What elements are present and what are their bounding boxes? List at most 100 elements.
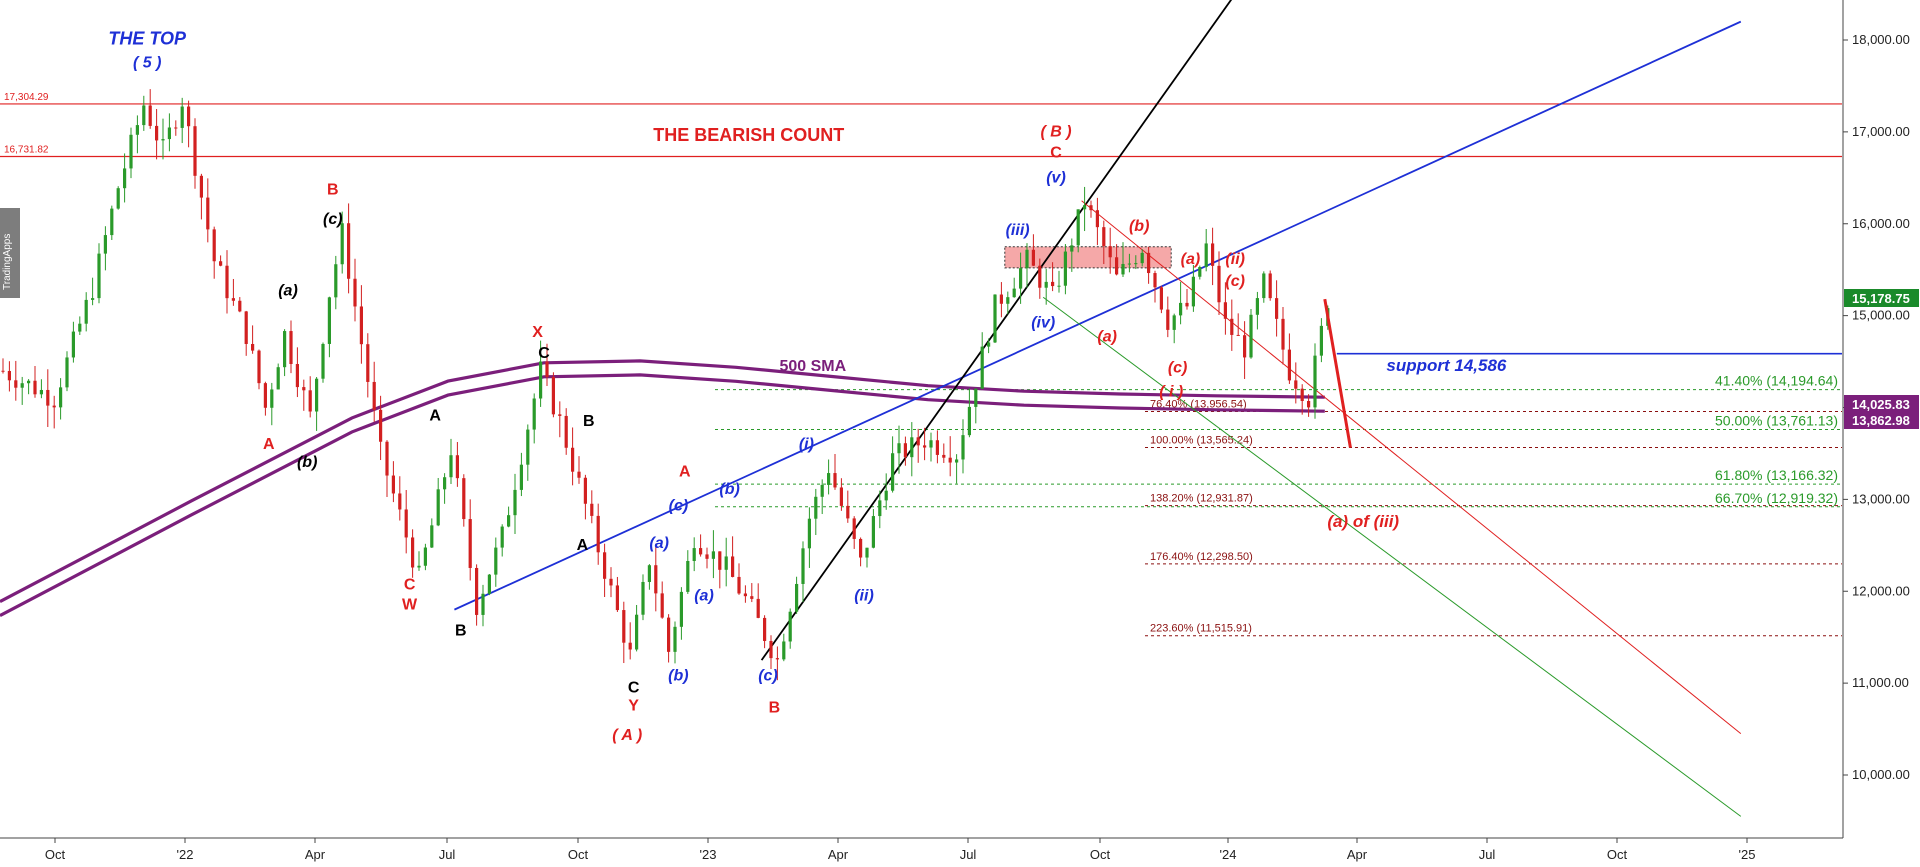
fib-extension-label-2: 138.20% (12,931.87) — [1150, 493, 1253, 505]
candle-body — [110, 208, 114, 236]
candle-body — [692, 548, 696, 561]
wave-label-14: ( i ) — [1159, 383, 1183, 400]
candle-body — [1217, 265, 1221, 303]
candle-body — [603, 552, 607, 579]
candle-body — [97, 253, 101, 299]
wave-label-36: (i) — [799, 436, 814, 453]
candle-body — [980, 346, 984, 389]
candle-body — [1223, 302, 1227, 319]
candle-body — [1076, 209, 1080, 246]
wave-label-40: Y — [628, 698, 639, 715]
sma-lower-band — [0, 373, 1325, 618]
candle-body — [1038, 265, 1042, 288]
candle-body — [379, 409, 383, 442]
candle-body — [628, 642, 632, 650]
resistance-zone-rect — [1004, 246, 1172, 269]
projection-line — [1323, 298, 1352, 448]
candle-body — [20, 383, 24, 388]
price-badge-label-0: 15,178.75 — [1852, 291, 1910, 306]
candle-body — [974, 388, 978, 407]
candle-body — [1313, 355, 1317, 408]
wave-label-2: THE BEARISH COUNT — [653, 125, 844, 145]
wave-label-0: THE TOP — [108, 29, 187, 49]
wave-label-4: C — [1050, 145, 1062, 162]
candle-body — [1275, 298, 1279, 319]
candle-body — [46, 389, 50, 406]
candle-body — [103, 235, 107, 254]
candle-body — [923, 445, 927, 448]
candle-body — [1140, 252, 1144, 264]
candle-body — [916, 437, 920, 446]
candle-body — [1198, 267, 1202, 277]
wave-label-26: C — [404, 576, 416, 593]
candle-body — [737, 576, 741, 594]
wave-label-41: ( A ) — [612, 727, 642, 744]
candle-body — [308, 390, 312, 412]
price-tick-label-5: 15,000.00 — [1852, 308, 1910, 323]
candle-body — [564, 415, 568, 448]
candle-body — [167, 127, 171, 140]
candle-body — [187, 106, 191, 127]
price-badge-bg-1 — [1844, 395, 1919, 413]
candle-body — [955, 459, 959, 463]
price-badge-label-2: 13,862.98 — [1852, 413, 1910, 428]
candle-body — [667, 617, 671, 652]
wave-label-19: (c) — [323, 211, 343, 228]
sma-500 — [0, 359, 1325, 618]
time-tick-label-10: Apr — [1347, 847, 1368, 862]
fib-retracement-label-1: 50.00% (13,761.13) — [1715, 412, 1838, 428]
candle-body — [743, 593, 747, 597]
candle-body — [302, 387, 306, 391]
watermark: TradingApps — [0, 208, 20, 298]
candle-body — [340, 223, 344, 265]
candle-body — [775, 658, 779, 660]
candle-body — [321, 343, 325, 379]
candle-body — [142, 105, 146, 126]
candle-body — [884, 490, 888, 501]
time-tick-label-3: Jul — [439, 847, 456, 862]
candle-body — [423, 547, 427, 566]
price-tick-label-3: 13,000.00 — [1852, 491, 1910, 506]
wave-label-22: (b) — [297, 454, 317, 471]
candle-body — [129, 134, 133, 169]
candle-body — [910, 437, 914, 458]
wave-label-37: (ii) — [854, 587, 874, 604]
candle-body — [1134, 263, 1138, 265]
candle-body — [1115, 257, 1119, 275]
fib-retracement-label-2: 61.80% (13,166.32) — [1715, 467, 1838, 483]
time-axis[interactable]: Oct '22 Apr Jul Oct '23 Apr Jul Oct '24 Apr Jul Oct '… — [0, 837, 1843, 862]
candle-body — [699, 548, 703, 555]
candle-body — [1255, 298, 1259, 315]
trendline-blue — [454, 20, 1742, 611]
candle-body — [1211, 243, 1215, 266]
candle-body — [839, 487, 843, 506]
candle-body — [1063, 251, 1067, 286]
wave-label-38: (b) — [668, 667, 688, 684]
wave-label-18: B — [327, 181, 339, 198]
candle-body — [1025, 249, 1029, 269]
time-tick-label-8: Oct — [1090, 847, 1111, 862]
candle-body — [123, 168, 127, 189]
candle-body — [705, 554, 709, 559]
candle-body — [590, 503, 594, 516]
candle-body — [897, 443, 901, 454]
price-tick-label-0: 10,000.00 — [1852, 767, 1910, 782]
candle-body — [1057, 285, 1061, 287]
candle-body — [948, 457, 952, 463]
candle-body — [1294, 380, 1298, 389]
candle-body — [942, 454, 946, 458]
candle-body — [404, 509, 408, 538]
candle-body — [263, 383, 267, 408]
candle-body — [679, 591, 683, 627]
candle-body — [238, 300, 242, 312]
candle-body — [609, 578, 613, 586]
candle-body — [801, 548, 805, 584]
wave-label-11: (c) — [1225, 273, 1245, 290]
candle-body — [929, 440, 933, 448]
price-badge-bg-0 — [1844, 289, 1919, 307]
candle-body — [71, 331, 75, 358]
candle-body — [84, 299, 88, 324]
candle-body — [225, 265, 229, 299]
candle-body — [1268, 273, 1272, 299]
